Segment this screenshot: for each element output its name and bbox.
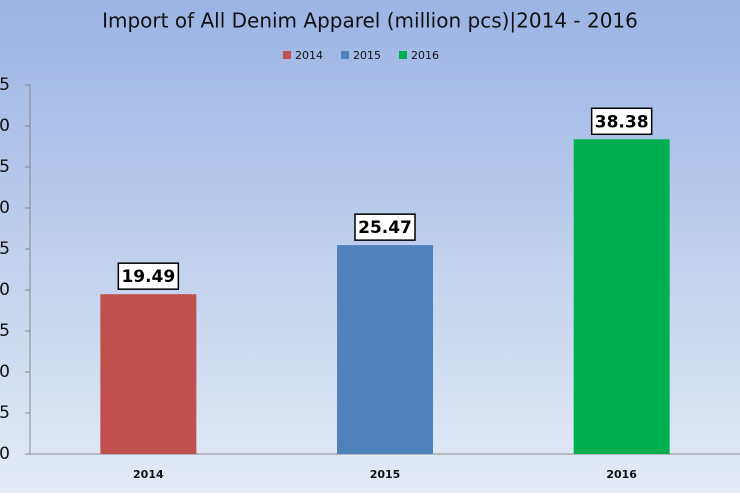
chart-title: Import of All Denim Apparel (million pcs… <box>102 9 638 33</box>
y-tick-label: 45 <box>0 75 10 95</box>
data-label: 19.49 <box>121 267 175 287</box>
y-tick-label: 0 <box>0 444 10 464</box>
legend-swatch <box>283 51 291 59</box>
y-tick-label: 20 <box>0 280 10 300</box>
data-label: 25.47 <box>358 218 412 238</box>
y-tick-label: 35 <box>0 157 10 177</box>
data-label-box <box>117 262 180 290</box>
legend: 2014 2015 2016 <box>283 49 439 62</box>
legend-label: 2016 <box>411 49 439 62</box>
data-label-box <box>354 213 416 241</box>
y-tick-label: 10 <box>0 362 10 382</box>
data-label-box <box>590 107 653 136</box>
y-tick-label: 5 <box>0 403 10 423</box>
x-tick-label: 2014 <box>133 468 164 481</box>
y-tick-label: 25 <box>0 239 10 259</box>
legend-swatch <box>341 51 349 59</box>
y-tick-label: 15 <box>0 321 10 341</box>
legend-label: 2015 <box>353 49 381 62</box>
y-tick-label: 30 <box>0 198 10 218</box>
legend-label: 2014 <box>295 49 323 62</box>
x-tick-label: 2015 <box>370 468 401 481</box>
x-tick-label: 2016 <box>606 468 637 481</box>
bar <box>573 139 670 454</box>
data-label: 38.38 <box>595 112 649 132</box>
y-tick-label: 40 <box>0 116 10 136</box>
legend-swatch <box>399 51 407 59</box>
bar <box>337 245 433 454</box>
bar <box>100 294 197 454</box>
